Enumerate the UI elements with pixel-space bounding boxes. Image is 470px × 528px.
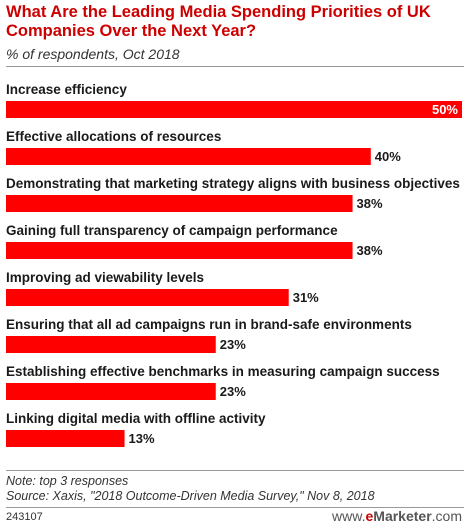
- footer-divider: [6, 507, 464, 508]
- chart-subtitle: % of respondents, Oct 2018: [6, 46, 180, 62]
- bar: [6, 289, 289, 306]
- bar: [6, 430, 125, 447]
- brand-suffix: .com: [431, 508, 462, 524]
- bar: [6, 148, 371, 165]
- value-label: 40%: [375, 149, 401, 164]
- category-label: Improving ad viewability levels: [6, 270, 204, 285]
- bar-chart: Increase efficiency 50% Effective allocati…: [6, 82, 462, 447]
- bar: [6, 101, 462, 118]
- bar: [6, 336, 216, 353]
- brand-logo: www.eMarketer.com: [332, 508, 462, 524]
- value-label: 38%: [357, 196, 383, 211]
- category-label: Increase efficiency: [6, 82, 127, 97]
- chart-id: 243107: [6, 511, 43, 523]
- category-label: Ensuring that all ad campaigns run in br…: [6, 317, 412, 332]
- brand-prefix: www.: [332, 508, 366, 524]
- value-label: 13%: [129, 431, 155, 446]
- source-text: Source: Xaxis, "2018 Outcome-Driven Medi…: [6, 489, 375, 503]
- category-label: Effective allocations of resources: [6, 129, 221, 144]
- top-divider: [6, 66, 464, 67]
- chart-title: What Are the Leading Media Spending Prio…: [6, 3, 431, 40]
- note-text: Note: top 3 responses: [6, 474, 129, 488]
- brand-name: Marketer: [373, 508, 432, 524]
- bar: [6, 383, 216, 400]
- bar: [6, 242, 353, 259]
- value-label: 23%: [220, 384, 246, 399]
- value-label: 50%: [432, 102, 458, 117]
- bar: [6, 195, 353, 212]
- value-label: 38%: [357, 243, 383, 258]
- category-label: Establishing effective benchmarks in mea…: [6, 364, 440, 379]
- category-label: Linking digital media with offline activ…: [6, 411, 266, 426]
- category-label: Demonstrating that marketing strategy al…: [6, 176, 460, 191]
- value-label: 31%: [293, 290, 319, 305]
- notes-divider: [6, 470, 464, 471]
- value-label: 23%: [220, 337, 246, 352]
- category-label: Gaining full transparency of campaign pe…: [6, 223, 338, 238]
- brand-e: e: [365, 508, 374, 524]
- notes: Note: top 3 responses Source: Xaxis, "20…: [6, 474, 375, 504]
